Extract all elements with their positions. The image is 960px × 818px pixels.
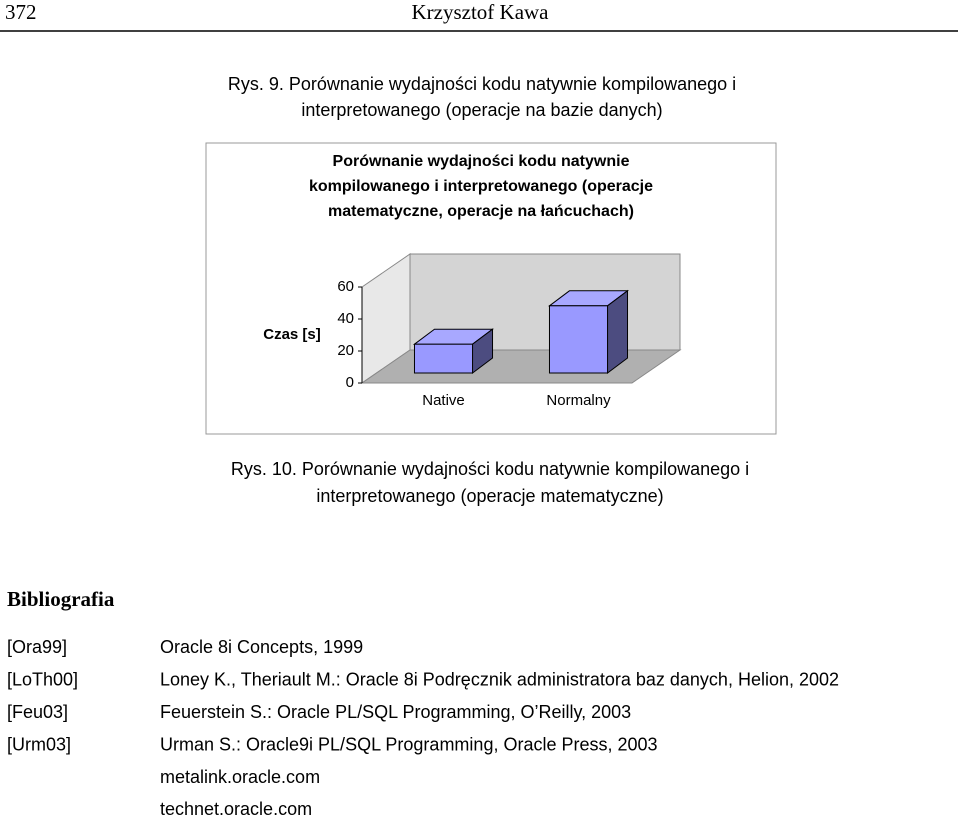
chart-title: matematyczne, operacje na łańcuchach) (328, 203, 634, 220)
page-number: 372 (5, 0, 37, 24)
caption: interpretowanego (operacje na bazie dany… (301, 100, 662, 120)
bib-text: Loney K., Theriault M.: Oracle 8i Podręc… (160, 669, 839, 689)
caption: interpretowanego (operacje matematyczne) (316, 486, 663, 506)
y-axis-label: Czas [s] (263, 326, 321, 343)
bib-key: [Ora99] (7, 637, 67, 657)
caption: Rys. 10. Porównanie wydajności kodu naty… (231, 459, 749, 479)
y-tick-label: 0 (346, 374, 354, 391)
bib-key: [Feu03] (7, 702, 68, 722)
chart-title: Porównanie wydajności kodu natywnie (333, 153, 630, 170)
author: Krzysztof Kawa (411, 0, 549, 24)
chart-title: kompilowanego i interpretowanego (operac… (309, 178, 653, 195)
bar-side (607, 289, 629, 374)
y-tick-label: 20 (337, 342, 354, 359)
bib-text: Feuerstein S.: Oracle PL/SQL Programming… (160, 702, 631, 722)
bib-link: technet.oracle.com (160, 799, 312, 818)
bib-link: metalink.oracle.com (160, 767, 320, 787)
y-tick-label: 40 (337, 310, 354, 327)
bib-text: Urman S.: Oracle9i PL/SQL Programming, O… (160, 734, 658, 754)
bib-text: Oracle 8i Concepts, 1999 (160, 637, 363, 657)
bib-key: [LoTh00] (7, 669, 78, 689)
caption: Rys. 9. Porównanie wydajności kodu natyw… (228, 74, 736, 94)
y-tick-label: 60 (337, 278, 354, 295)
x-tick-label: Normalny (546, 392, 611, 409)
bar (548, 305, 609, 374)
bib-key: [Urm03] (7, 734, 71, 754)
floor (360, 349, 682, 384)
x-tick-label: Native (422, 392, 465, 409)
bar (413, 343, 474, 374)
bibliography-title: Bibliografia (7, 587, 115, 611)
